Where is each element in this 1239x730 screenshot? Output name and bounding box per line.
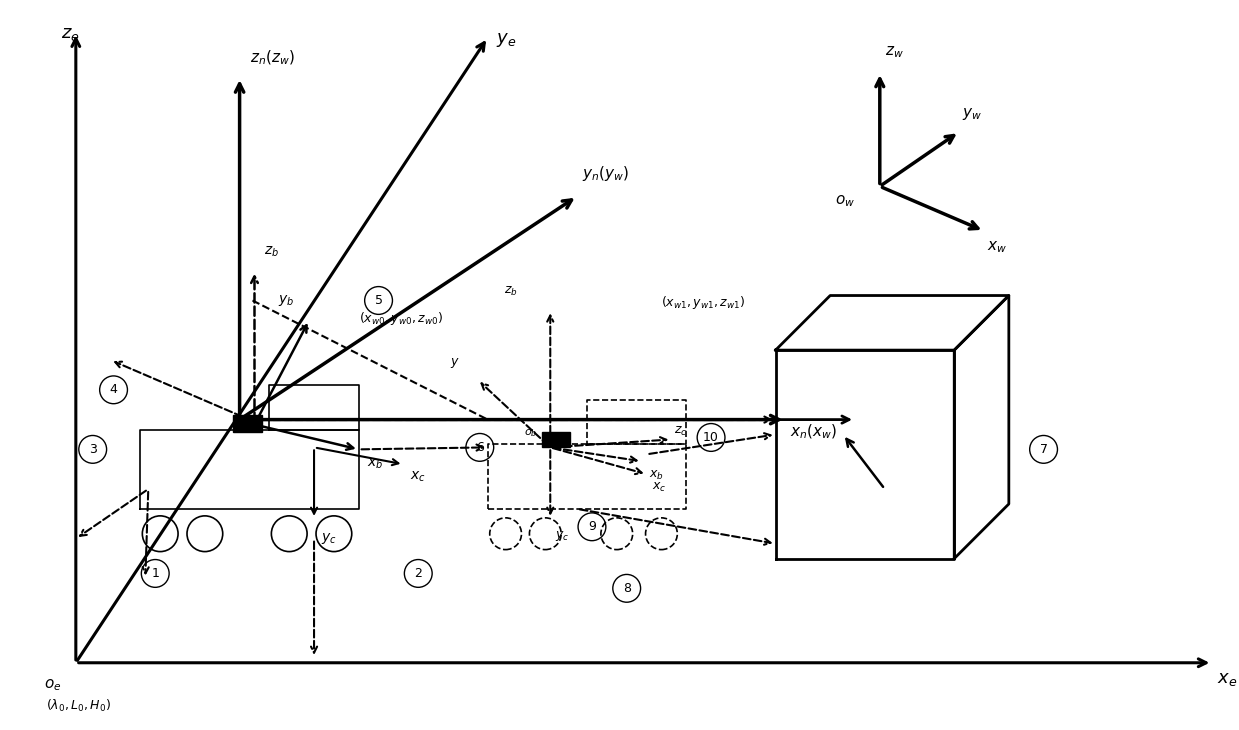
Text: $z_n(z_w)$: $z_n(z_w)$: [249, 49, 295, 67]
Text: $(\lambda_0, L_0, H_0)$: $(\lambda_0, L_0, H_0)$: [46, 697, 112, 714]
Text: $x_e$: $x_e$: [1217, 669, 1238, 688]
Text: $(x_{w1}, y_{w1}, z_{w1})$: $(x_{w1}, y_{w1}, z_{w1})$: [662, 294, 746, 311]
Text: $x_w$: $x_w$: [987, 239, 1007, 255]
Text: $x_b$: $x_b$: [367, 456, 383, 471]
Text: $x_b$: $x_b$: [648, 469, 663, 483]
Text: 4: 4: [109, 383, 118, 396]
Text: $y_n(y_w)$: $y_n(y_w)$: [582, 164, 629, 183]
Text: $(x_{w0}, y_{w0}, z_{w0})$: $(x_{w0}, y_{w0}, z_{w0})$: [359, 310, 442, 327]
Text: 7: 7: [1040, 443, 1047, 456]
Text: 1: 1: [151, 567, 159, 580]
Text: $x_c$: $x_c$: [652, 481, 665, 494]
Text: $y_b$: $y_b$: [278, 293, 294, 308]
Text: 10: 10: [703, 431, 719, 444]
Text: $z_b$: $z_b$: [264, 245, 280, 259]
Text: $y_c$: $y_c$: [555, 529, 570, 543]
Text: $z_c$: $z_c$: [674, 425, 688, 438]
Text: $x_c$: $x_c$: [410, 469, 426, 483]
Text: $y$: $y$: [450, 356, 460, 370]
Text: 3: 3: [89, 443, 97, 456]
Text: $o_w$: $o_w$: [835, 193, 855, 209]
Text: $z_b$: $z_b$: [504, 285, 518, 299]
Text: 6: 6: [476, 441, 483, 454]
Text: $o_b$: $o_b$: [524, 428, 538, 439]
Bar: [543, 431, 570, 447]
Bar: [233, 415, 263, 432]
Text: $y_e$: $y_e$: [496, 31, 515, 48]
Text: $y_w$: $y_w$: [963, 106, 983, 122]
Text: 8: 8: [623, 582, 631, 595]
Text: $y_c$: $y_c$: [321, 531, 337, 546]
Text: $o_e$: $o_e$: [43, 677, 61, 694]
Text: $x_n(x_w)$: $x_n(x_w)$: [790, 422, 838, 441]
Text: 9: 9: [589, 520, 596, 534]
Text: 5: 5: [374, 294, 383, 307]
Text: $z_e$: $z_e$: [61, 25, 79, 42]
Text: 2: 2: [414, 567, 422, 580]
Text: $z_w$: $z_w$: [885, 45, 903, 61]
